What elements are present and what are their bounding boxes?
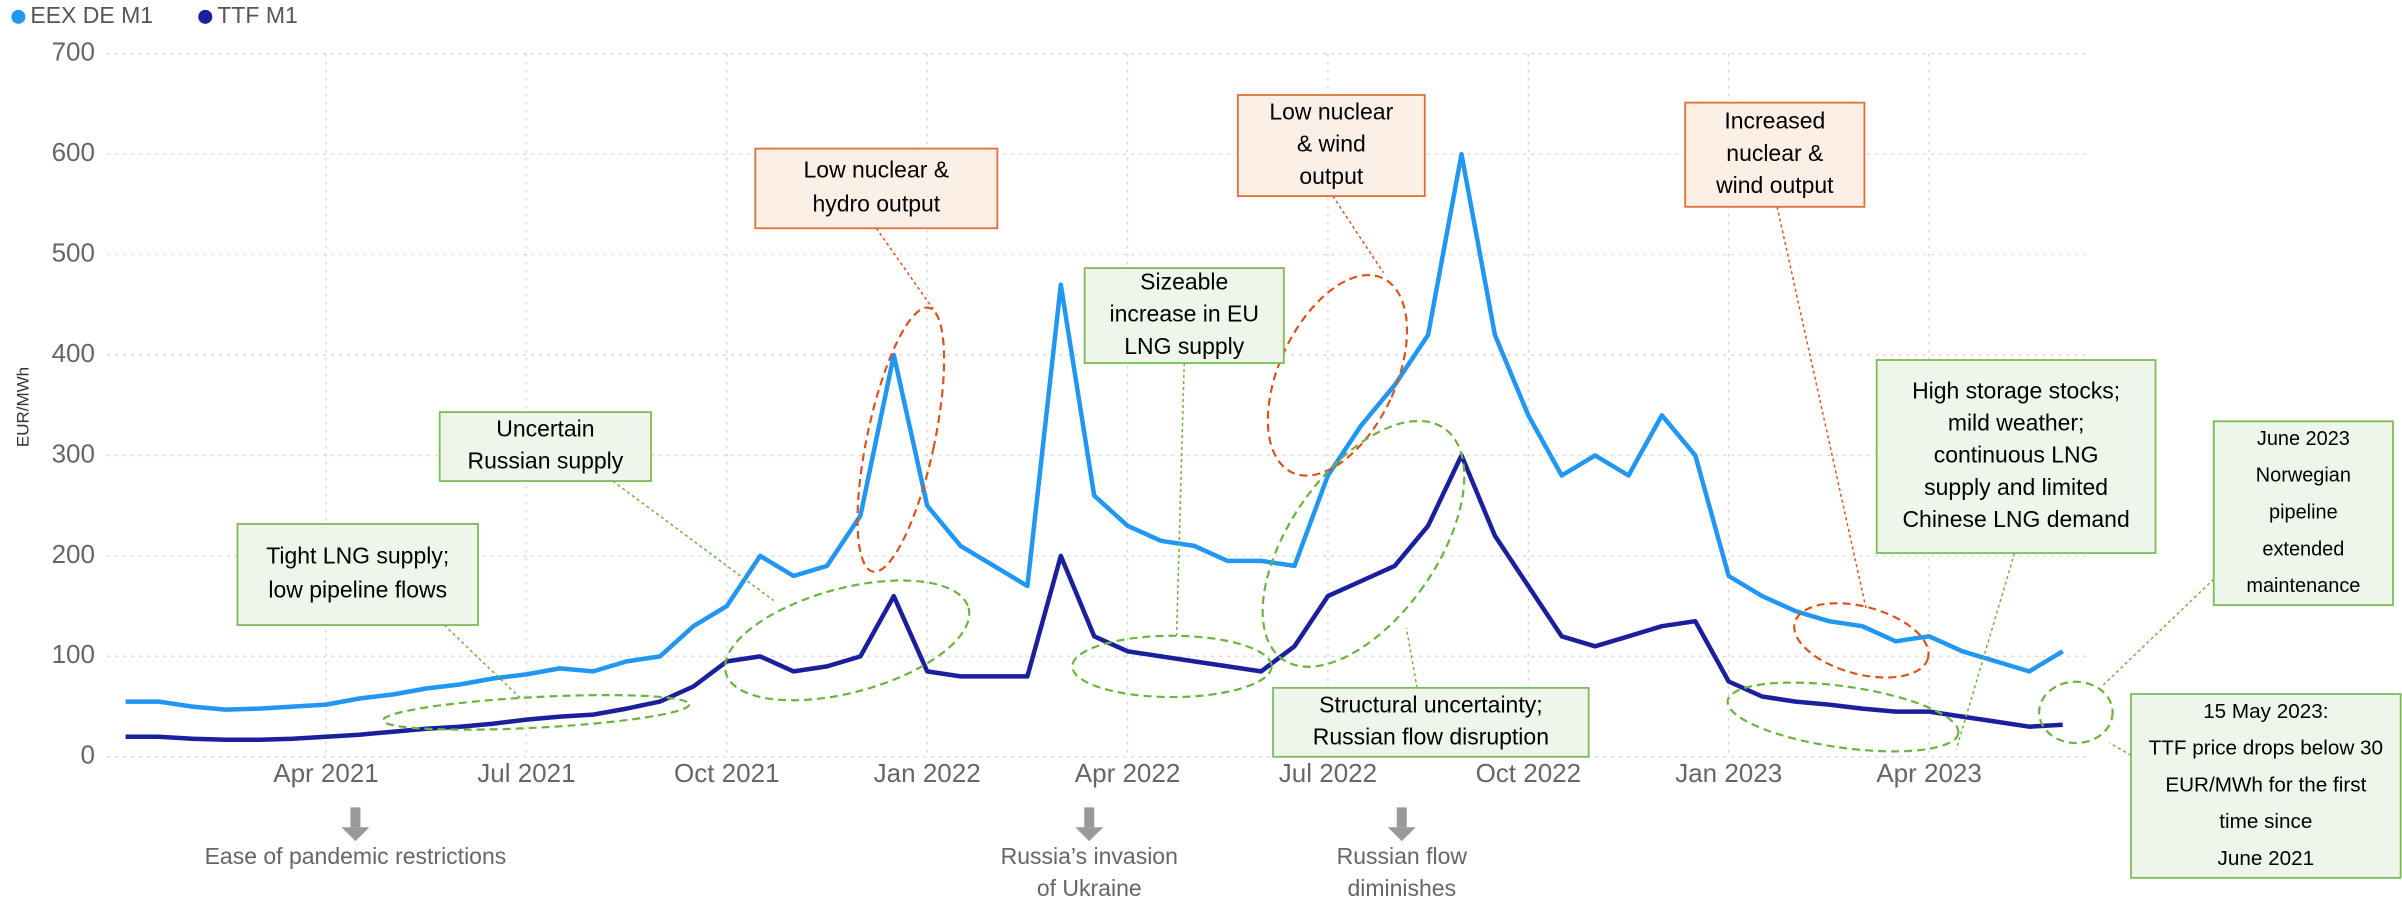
connector xyxy=(1332,195,1385,274)
annotation-text: Sizeable xyxy=(1140,268,1228,294)
annotation-text: hydro output xyxy=(812,190,940,216)
annotation-text: time since xyxy=(2219,810,2312,833)
highlight-ellipse xyxy=(1793,602,1930,679)
event-text: Ease of pandemic restrictions xyxy=(205,843,507,869)
y-tick-label: 700 xyxy=(52,36,95,66)
event-text: of Ukraine xyxy=(1037,875,1142,901)
annotation-text: supply and limited xyxy=(1924,474,2108,500)
annotation-text: mild weather; xyxy=(1948,409,2085,435)
y-axis-label: EUR/MWh xyxy=(13,367,32,447)
event-arrow-head xyxy=(341,827,370,842)
annotation-box xyxy=(1083,267,1285,364)
annotation-text: extended xyxy=(2262,538,2344,560)
annotation-text: June 2023 xyxy=(2257,428,2350,450)
y-tick-label: 200 xyxy=(52,539,95,569)
connector xyxy=(1776,206,1867,609)
annotation-text: EUR/MWh for the first xyxy=(2165,773,2366,796)
annotation-text: LNG supply xyxy=(1124,333,1245,359)
y-tick-label: 600 xyxy=(52,137,95,167)
annotation-text: Increased xyxy=(1724,108,1825,134)
y-tick-label: 500 xyxy=(52,237,95,267)
highlight-ellipse xyxy=(1071,634,1273,699)
annotation-text: pipeline xyxy=(2269,501,2338,523)
event-arrow-stem xyxy=(350,807,361,828)
event-arrow-stem xyxy=(1396,807,1407,828)
connector xyxy=(443,624,522,700)
annotation-text: Chinese LNG demand xyxy=(1902,506,2129,532)
annotation-text: Tight LNG supply; xyxy=(266,543,449,569)
annotation-text: increase in EU xyxy=(1110,301,1259,327)
annotation-box xyxy=(438,411,652,482)
annotation-text: & wind xyxy=(1297,131,1366,157)
annotation-box xyxy=(1236,94,1426,197)
y-tick-label: 100 xyxy=(52,639,95,669)
connector xyxy=(1405,627,1418,689)
legend-label: TTF M1 xyxy=(217,2,298,28)
annotation-text: 15 May 2023: xyxy=(2203,700,2328,723)
highlight-ellipse xyxy=(1261,419,1466,668)
highlight-ellipse xyxy=(856,306,946,573)
connector xyxy=(875,227,936,312)
connector xyxy=(2101,578,2215,687)
y-tick-label: 400 xyxy=(52,338,95,368)
x-tick-label: Apr 2021 xyxy=(273,758,379,788)
event-text: Russian flow xyxy=(1337,843,1468,869)
annotation-text: TTF price drops below 30 xyxy=(2149,737,2383,760)
legend-marker xyxy=(198,9,213,24)
annotation-text: High storage stocks; xyxy=(1912,377,2120,403)
x-tick-label: Jul 2022 xyxy=(1279,758,1377,788)
x-tick-label: Oct 2022 xyxy=(1476,758,1582,788)
connector xyxy=(1175,363,1185,636)
annotation-text: Russian flow disruption xyxy=(1313,724,1549,750)
connector xyxy=(612,480,775,602)
annotation-box xyxy=(1272,686,1590,758)
connector xyxy=(2109,742,2132,756)
annotation-text: continuous LNG xyxy=(1934,442,2099,468)
x-tick-label: Jan 2022 xyxy=(874,758,981,788)
connector xyxy=(1955,552,2016,750)
annotation-text: Norwegian xyxy=(2256,465,2351,487)
annotation-text: nuclear & xyxy=(1726,140,1823,166)
annotation-text: low pipeline flows xyxy=(268,576,447,602)
event-arrow-stem xyxy=(1084,807,1095,828)
legend-marker xyxy=(11,9,26,24)
event-text: Russia’s invasion xyxy=(1001,843,1178,869)
annotation-text: June 2021 xyxy=(2218,847,2315,870)
annotation-text: Russian supply xyxy=(468,448,624,474)
annotation-text: Uncertain xyxy=(496,416,594,442)
annotation-text: wind output xyxy=(1715,172,1834,198)
highlight-ellipse xyxy=(2037,680,2114,745)
legend-label: EEX DE M1 xyxy=(30,2,153,28)
event-arrow-head xyxy=(1075,827,1104,842)
x-tick-label: Apr 2023 xyxy=(1876,758,1982,788)
series-line xyxy=(125,151,2064,712)
annotation-box xyxy=(2212,420,2394,607)
highlight-ellipse xyxy=(724,579,971,702)
x-tick-label: Jan 2023 xyxy=(1675,758,1782,788)
annotation-text: output xyxy=(1299,163,1363,189)
annotation-box xyxy=(1684,101,1866,208)
x-tick-label: Oct 2021 xyxy=(674,758,780,788)
annotation-box xyxy=(236,523,479,626)
annotation-text: Low nuclear & xyxy=(804,157,950,183)
y-tick-label: 0 xyxy=(81,740,95,770)
highlight-ellipse xyxy=(382,694,691,731)
x-tick-label: Jul 2021 xyxy=(477,758,575,788)
annotation-text: Low nuclear xyxy=(1269,98,1393,124)
annotation-text: maintenance xyxy=(2246,575,2360,597)
y-tick-label: 300 xyxy=(52,438,95,468)
event-arrow-head xyxy=(1387,827,1416,842)
series-line xyxy=(125,453,2063,742)
x-tick-label: Apr 2022 xyxy=(1075,758,1181,788)
highlight-ellipse xyxy=(1726,681,1960,753)
annotation-box xyxy=(1875,359,2157,554)
event-text: diminishes xyxy=(1347,875,1456,901)
annotation-text: Structural uncertainty; xyxy=(1319,691,1542,717)
annotation-box xyxy=(754,147,999,230)
annotation-box xyxy=(2130,693,2402,879)
